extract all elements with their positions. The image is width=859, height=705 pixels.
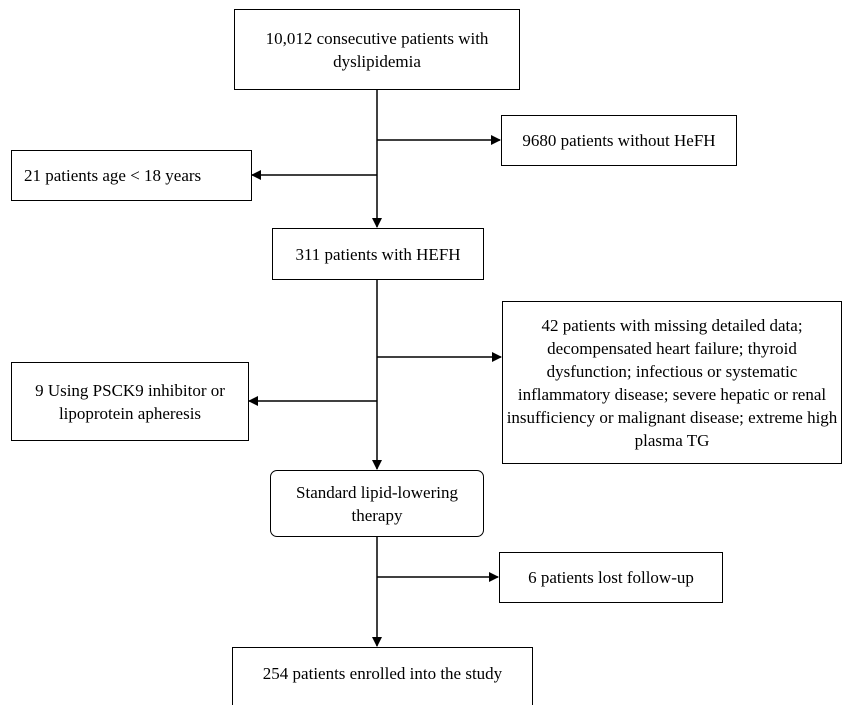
- excluded-age-text: 21 patients age < 18 years: [24, 166, 202, 185]
- excluded-pcsk9-box: 9 Using PSCK9 inhibitor or lipoprotein a…: [11, 362, 249, 441]
- hefh-box: 311 patients with HEFH: [272, 228, 484, 280]
- therapy-text: Standard lipid-lowering therapy: [296, 482, 458, 525]
- start-text: 10,012 consecutive patients with dyslipi…: [265, 28, 489, 71]
- excluded-missing-text: 42 patients with missing detailed data; …: [506, 315, 838, 450]
- lost-followup-text: 6 patients lost follow-up: [528, 568, 694, 587]
- hefh-text: 311 patients with HEFH: [295, 244, 461, 264]
- therapy-box: Standard lipid-lowering therapy: [270, 470, 484, 537]
- excluded-no-hefh-text: 9680 patients without HeFH: [522, 131, 716, 150]
- start-box: 10,012 consecutive patients with dyslipi…: [234, 9, 520, 90]
- excluded-age-box: 21 patients age < 18 years: [11, 150, 252, 201]
- enrolled-text: 254 patients enrolled into the study: [262, 664, 503, 683]
- excluded-no-hefh-box: 9680 patients without HeFH: [501, 115, 737, 166]
- excluded-pcsk9-text: 9 Using PSCK9 inhibitor or lipoprotein a…: [35, 380, 225, 423]
- enrolled-box: 254 patients enrolled into the study: [232, 647, 533, 705]
- lost-followup-box: 6 patients lost follow-up: [499, 552, 723, 603]
- excluded-missing-box: 42 patients with missing detailed data; …: [502, 301, 842, 464]
